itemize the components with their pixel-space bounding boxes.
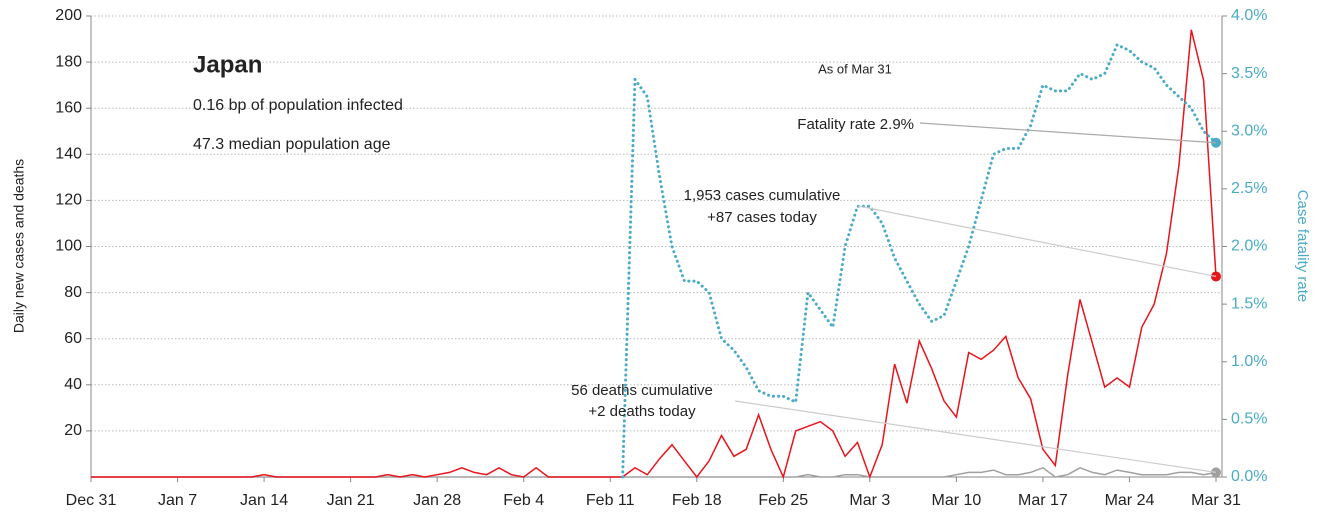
y2-tick-label: 1.0%	[1231, 353, 1267, 370]
y-tick-label: 100	[55, 238, 82, 255]
y-tick-label: 140	[55, 146, 82, 163]
y-tick-label: 160	[55, 99, 82, 116]
leader-line	[919, 122, 1217, 144]
y2-tick-label: 3.5%	[1231, 65, 1267, 82]
y-tick-label: 20	[64, 422, 82, 439]
y2-tick-label: 4.0%	[1231, 7, 1267, 24]
y2-tick-label: 1.5%	[1231, 295, 1267, 312]
y-tick-label: 180	[55, 53, 82, 70]
y-tick-label: 40	[64, 376, 82, 393]
x-tick-label: Feb 4	[503, 492, 544, 509]
leader-line	[857, 205, 1217, 278]
annotation: 56 deaths cumulative	[571, 382, 713, 399]
annotation: As of Mar 31	[818, 61, 892, 76]
x-tick-label: Mar 3	[849, 492, 890, 509]
x-tick-label: Jan 28	[413, 492, 461, 509]
y2-tick-label: 2.0%	[1231, 238, 1267, 255]
x-tick-label: Dec 31	[66, 492, 117, 509]
y2-tick-label: 0.5%	[1231, 411, 1267, 428]
annotation: 47.3 median population age	[193, 136, 391, 153]
x-tick-label: Jan 7	[158, 492, 197, 509]
annotation: +2 deaths today	[588, 403, 696, 420]
y-tick-label: 80	[64, 284, 82, 301]
annotation: +87 cases today	[707, 209, 817, 226]
x-tick-label: Mar 31	[1191, 492, 1241, 509]
y2-axis-label: Case fatality rate	[1294, 190, 1311, 303]
x-tick-label: Mar 10	[931, 492, 981, 509]
y-tick-label: 120	[55, 192, 82, 209]
y-tick-label: 200	[55, 7, 82, 24]
x-tick-label: Feb 18	[672, 492, 722, 509]
annotation: 1,953 cases cumulative	[684, 187, 841, 204]
x-tick-label: Jan 21	[327, 492, 375, 509]
y2-tick-label: 0.0%	[1231, 468, 1267, 485]
x-tick-label: Feb 25	[758, 492, 808, 509]
x-tick-label: Mar 24	[1105, 492, 1155, 509]
x-tick-label: Feb 11	[586, 492, 635, 509]
annotation: Fatality rate 2.9%	[797, 116, 914, 133]
series-line	[621, 42, 1218, 479]
y-axis-label: Daily new cases and deaths	[11, 159, 27, 333]
leader-line	[734, 400, 1217, 473]
x-tick-label: Mar 17	[1018, 492, 1068, 509]
annotation: Japan	[193, 51, 262, 78]
y2-tick-label: 3.0%	[1231, 122, 1267, 139]
annotation: 0.16 bp of population infected	[193, 97, 403, 114]
x-tick-label: Jan 14	[240, 492, 288, 509]
y2-tick-label: 2.5%	[1231, 180, 1267, 197]
y-tick-label: 60	[64, 330, 82, 347]
series-line	[91, 29, 1217, 480]
